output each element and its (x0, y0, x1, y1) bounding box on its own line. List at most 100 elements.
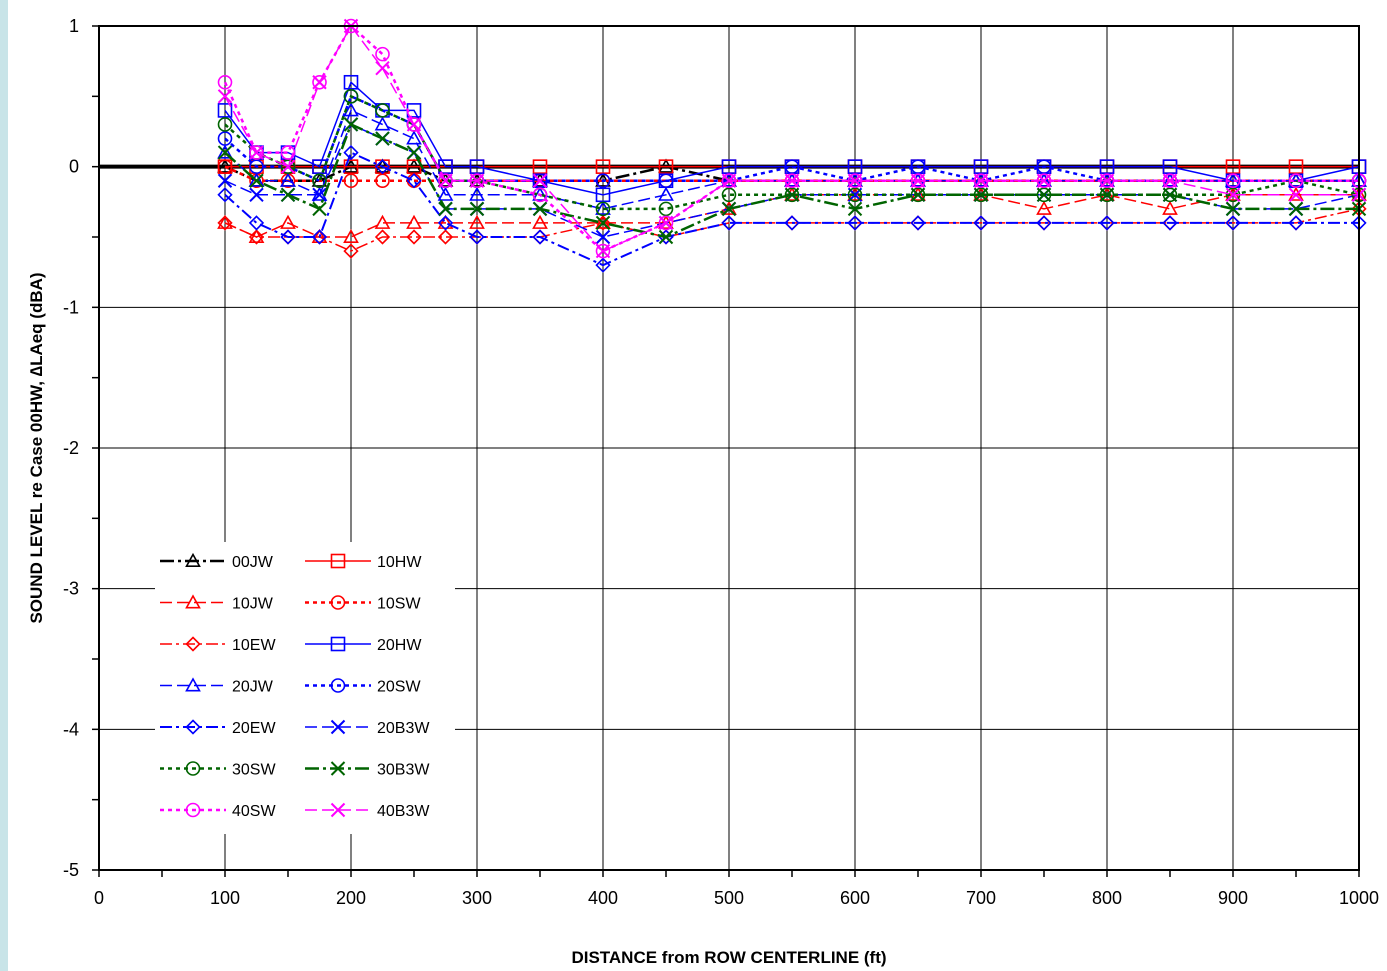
legend-marker-20B3W (330, 719, 346, 735)
legend-label-10JW: 10JW (232, 596, 274, 613)
data-point-20JW-450 (658, 186, 674, 201)
data-point-10JW-850 (1162, 200, 1178, 215)
data-point-30B3W-125 (249, 173, 264, 188)
data-point-40SW-900 (1225, 173, 1241, 189)
data-point-20EW-175 (311, 229, 328, 245)
legend-marker-20EW (185, 719, 201, 735)
data-point-10EW-125 (248, 229, 265, 245)
data-point-10EW-225 (374, 229, 391, 245)
data-point-20EW-300 (469, 229, 485, 245)
data-point-10JW-300 (469, 214, 485, 229)
y-tick-label: -5 (63, 860, 79, 880)
legend-item-40B3W: 40B3W (305, 802, 430, 820)
data-point-20SW-400 (595, 173, 611, 189)
data-point-20EW-275 (437, 215, 454, 231)
data-point-30B3W-800 (1099, 187, 1115, 203)
x-tick-label: 600 (840, 888, 870, 908)
data-point-10JW-100 (217, 214, 233, 229)
data-point-20EW-600 (847, 215, 863, 231)
data-point-20EW-100 (217, 187, 233, 203)
data-point-20SW-750 (1036, 159, 1052, 174)
data-point-10JW-150 (280, 214, 296, 229)
legend-box (155, 542, 455, 834)
data-point-40B3W-850 (1162, 173, 1178, 188)
data-point-20EW-200 (343, 144, 359, 161)
x-tick-label: 200 (336, 888, 366, 908)
legend-label-40B3W: 40B3W (377, 803, 430, 820)
data-point-10JW-450 (658, 214, 674, 229)
data-point-40B3W-100 (217, 89, 233, 104)
data-point-20B3W-125 (249, 187, 264, 203)
data-point-30B3W-700 (973, 187, 989, 203)
data-point-40SW-175 (312, 74, 327, 90)
legend-item-30B3W: 30B3W (305, 761, 430, 779)
data-point-20JW-300 (469, 186, 485, 201)
data-point-20SW-450 (658, 173, 674, 189)
data-point-10EW-400 (595, 215, 611, 231)
legend-label-20EW: 20EW (232, 720, 276, 737)
legend-label-10HW: 10HW (377, 554, 422, 571)
legend-item-10SW: 10SW (305, 595, 421, 613)
legend-item-10EW: 10EW (160, 636, 276, 654)
data-point-20EW-125 (248, 215, 265, 231)
x-tick-label: 100 (210, 888, 240, 908)
series-line-20JW (224, 109, 1359, 210)
data-point-40B3W-650 (910, 173, 926, 188)
x-tick-label: 300 (462, 888, 492, 908)
data-point-20EW-800 (1099, 215, 1115, 231)
legend-marker-30B3W (330, 761, 346, 776)
legend-marker-10SW (330, 595, 346, 610)
legend-item-00JW: 00JW (160, 552, 274, 571)
data-point-20HW-100 (217, 103, 233, 118)
data-point-20EW-900 (1225, 215, 1241, 231)
data-point-40SW-150 (280, 145, 296, 160)
data-point-20HW-200 (343, 74, 359, 90)
data-point-20EW-850 (1162, 215, 1178, 231)
data-point-20EW-550 (784, 215, 800, 231)
legend-marker-40SW (185, 802, 201, 818)
data-point-40SW-250 (406, 117, 422, 132)
data-point-40B3W-800 (1099, 173, 1115, 188)
x-tick-label: 700 (966, 888, 996, 908)
data-point-40B3W-450 (658, 215, 674, 231)
legend-item-20B3W: 20B3W (305, 719, 430, 737)
data-point-10JW-250 (406, 214, 422, 229)
data-point-40B3W-300 (469, 173, 485, 188)
series-line-40B3W (224, 24, 1359, 252)
x-tick-label: 900 (1218, 888, 1248, 908)
data-point-30SW-850 (1162, 187, 1178, 203)
data-point-30B3W-200 (343, 117, 359, 132)
data-point-10EW-250 (406, 229, 422, 245)
data-point-30B3W-100 (217, 145, 233, 160)
y-tick-label: 0 (69, 157, 79, 177)
legend-item-10HW: 10HW (305, 553, 422, 571)
data-point-10JW-275 (437, 214, 454, 229)
legend-marker-10EW (185, 636, 201, 652)
data-point-30SW-550 (784, 187, 800, 203)
data-point-20EW-950 (1288, 215, 1304, 231)
data-point-20EW-500 (721, 215, 737, 231)
x-tick-labels: 0 100 200 300 400 500 600 700 800 900 1000 (94, 888, 1379, 908)
data-point-30B3W-500 (721, 201, 737, 217)
data-point-10EW-275 (437, 229, 454, 245)
data-point-20B3W-400 (595, 229, 611, 245)
data-point-20JW-250 (406, 130, 422, 145)
data-point-10HW-350 (532, 159, 548, 174)
y-tick-label: -3 (63, 579, 79, 599)
data-point-20EW-700 (973, 215, 989, 231)
legend-label-30B3W: 30B3W (377, 762, 430, 779)
data-point-10SW-100 (217, 159, 233, 174)
data-point-40B3W-900 (1225, 187, 1241, 203)
data-point-30B3W-350 (532, 201, 548, 217)
data-point-10HW-400 (595, 159, 611, 174)
data-point-30SW-100 (217, 117, 233, 132)
data-point-20JW-200 (343, 102, 359, 117)
line-chart: 0 100 200 300 400 500 600 700 800 900 1000 -5-4-3-… (27, 16, 1379, 967)
data-point-10JW-200 (343, 228, 359, 243)
data-point-40SW-400 (595, 243, 611, 259)
y-tick-label: -1 (63, 297, 79, 317)
series-layer (217, 18, 1367, 273)
data-point-10EW-200 (343, 243, 359, 259)
data-point-40B3W-225 (375, 60, 390, 76)
data-point-40B3W-150 (280, 159, 296, 174)
